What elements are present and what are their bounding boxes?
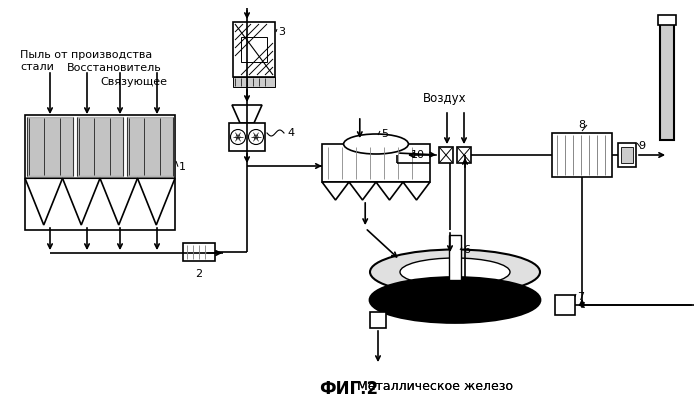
Ellipse shape bbox=[370, 250, 540, 295]
Ellipse shape bbox=[400, 258, 510, 286]
Text: 2: 2 bbox=[196, 269, 203, 279]
Bar bbox=[229, 123, 265, 151]
Bar bbox=[233, 77, 275, 87]
Text: Металлическое железо: Металлическое железо bbox=[357, 380, 513, 393]
Text: 8: 8 bbox=[579, 120, 586, 130]
Bar bbox=[370, 312, 386, 328]
Text: Металлическое железо: Металлическое железо bbox=[357, 380, 513, 393]
Text: ФИГ.2: ФИГ.2 bbox=[319, 380, 379, 398]
Ellipse shape bbox=[400, 286, 510, 314]
Ellipse shape bbox=[249, 129, 264, 145]
Ellipse shape bbox=[236, 135, 240, 139]
Ellipse shape bbox=[254, 135, 258, 139]
Bar bbox=[322, 144, 430, 182]
Ellipse shape bbox=[344, 134, 408, 154]
Bar bbox=[658, 15, 676, 25]
Text: Связующее: Связующее bbox=[100, 77, 167, 87]
Text: 10: 10 bbox=[411, 150, 425, 160]
Bar bbox=[552, 133, 612, 177]
Bar bbox=[621, 147, 633, 163]
Bar bbox=[241, 37, 267, 62]
Text: 7: 7 bbox=[577, 292, 584, 302]
Bar bbox=[25, 115, 175, 230]
Polygon shape bbox=[25, 178, 62, 225]
Text: Воздух: Воздух bbox=[423, 92, 467, 105]
Polygon shape bbox=[322, 182, 349, 200]
Polygon shape bbox=[376, 182, 403, 200]
Text: Восстановитель: Восстановитель bbox=[67, 63, 161, 73]
Bar bbox=[618, 143, 636, 167]
Bar bbox=[660, 20, 674, 140]
Polygon shape bbox=[62, 178, 100, 225]
Text: 5: 5 bbox=[381, 129, 388, 139]
Text: 4: 4 bbox=[287, 128, 294, 138]
Polygon shape bbox=[349, 182, 376, 200]
Bar bbox=[555, 295, 575, 315]
Ellipse shape bbox=[370, 278, 540, 323]
Bar bbox=[439, 147, 453, 163]
Polygon shape bbox=[100, 178, 138, 225]
Text: 6: 6 bbox=[463, 245, 470, 255]
Polygon shape bbox=[232, 105, 262, 123]
Polygon shape bbox=[403, 182, 430, 200]
Text: 1: 1 bbox=[179, 162, 186, 172]
Text: Пыль от производства
стали: Пыль от производства стали bbox=[20, 50, 152, 72]
Text: 9: 9 bbox=[638, 141, 645, 151]
Bar bbox=[233, 22, 275, 77]
Text: 3: 3 bbox=[278, 27, 285, 37]
Bar bbox=[183, 243, 215, 261]
Polygon shape bbox=[138, 178, 175, 225]
Ellipse shape bbox=[231, 129, 245, 145]
Bar bbox=[449, 235, 461, 280]
Bar bbox=[457, 147, 471, 163]
